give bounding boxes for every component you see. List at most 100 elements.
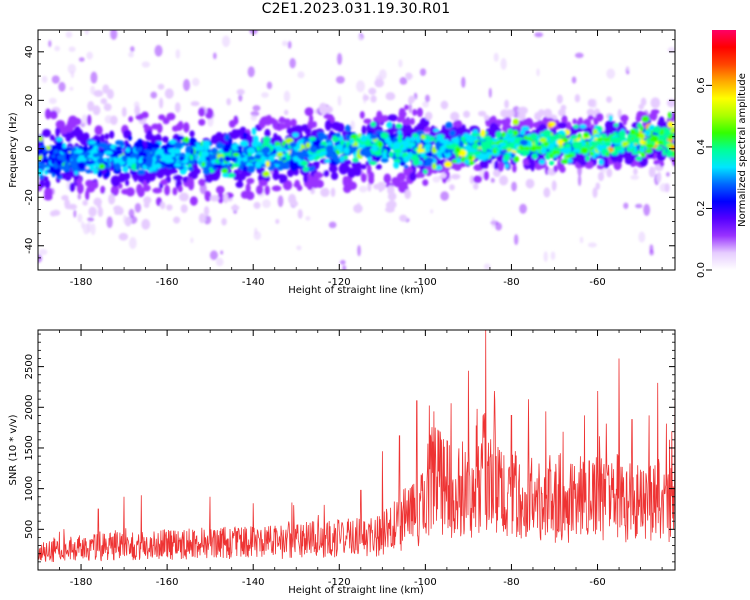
heatmap-cell xyxy=(137,159,143,164)
colorbar-tick-label: 0.6 xyxy=(696,77,707,93)
heatmap-cell xyxy=(69,160,77,166)
heatmap-cell xyxy=(353,204,363,214)
heatmap-cell xyxy=(543,108,552,118)
heatmap-cell xyxy=(387,185,395,195)
heatmap-cell xyxy=(104,133,110,140)
heatmap-cell xyxy=(380,158,389,163)
heatmap-cell xyxy=(155,163,162,169)
heatmap-cell xyxy=(235,106,239,115)
snr-plot-area xyxy=(38,330,675,563)
heatmap-cell xyxy=(395,153,400,158)
x-tick-label: -140 xyxy=(242,277,265,288)
heatmap-cell xyxy=(128,116,134,123)
heatmap-cell xyxy=(315,155,321,160)
x-tick-label: -80 xyxy=(503,577,519,588)
heatmap-cell xyxy=(485,128,491,137)
heatmap-cell xyxy=(143,202,150,209)
heatmap-cell xyxy=(391,123,396,129)
heatmap-cell xyxy=(308,155,315,161)
heatmap-cell xyxy=(512,118,520,126)
heatmap-cell xyxy=(393,148,402,154)
heatmap-cell xyxy=(391,177,400,185)
heatmap-cell xyxy=(142,184,151,192)
heatmap-cell xyxy=(641,115,650,123)
heatmap-cell xyxy=(579,236,584,244)
heatmap-cell xyxy=(49,166,54,174)
heatmap-cell xyxy=(511,129,519,136)
heatmap-cell xyxy=(472,129,478,134)
heatmap-cell xyxy=(374,78,385,88)
heatmap-cell xyxy=(597,171,605,182)
heatmap-cell xyxy=(422,100,429,108)
heatmap-cell xyxy=(504,99,509,109)
heatmap-cell xyxy=(85,189,90,201)
heatmap-cell xyxy=(275,218,280,224)
heatmap-cell xyxy=(324,159,331,163)
heatmap-cell xyxy=(281,40,288,47)
snr-y-axis: 500 1000 1500 2000 2500 xyxy=(24,333,675,571)
heatmap-cell xyxy=(414,156,420,162)
heatmap-cell xyxy=(345,183,351,191)
heatmap-cell xyxy=(399,76,408,85)
heatmap-cell xyxy=(634,203,643,209)
heatmap-cell xyxy=(527,140,532,148)
heatmap-cell xyxy=(78,154,85,161)
heatmap-cell xyxy=(126,162,133,167)
heatmap-cell xyxy=(273,119,279,131)
heatmap-cell xyxy=(519,203,527,214)
heatmap-cell xyxy=(304,107,314,117)
heatmap-cell xyxy=(396,116,403,123)
heatmap-cell xyxy=(106,89,114,100)
heatmap-cell xyxy=(369,133,378,140)
heatmap-cell xyxy=(155,154,162,161)
heatmap-cell xyxy=(335,132,341,138)
heatmap-cell xyxy=(483,263,491,270)
heatmap-cell xyxy=(102,190,110,202)
heatmap-cell xyxy=(269,161,275,166)
x-tick-label: -60 xyxy=(589,577,605,588)
heatmap-cell xyxy=(394,141,401,147)
heatmap-cell xyxy=(198,107,206,117)
heatmap-cell xyxy=(39,180,45,189)
heatmap-cell xyxy=(417,148,425,153)
heatmap-cell xyxy=(570,135,579,140)
heatmap-cell xyxy=(638,231,646,243)
heatmap-cell xyxy=(277,195,284,208)
x-tick-label: -140 xyxy=(242,577,265,588)
heatmap-cell xyxy=(173,216,181,224)
heatmap-cell xyxy=(513,156,520,163)
heatmap-cell xyxy=(237,145,243,150)
heatmap-cell xyxy=(387,140,393,146)
heatmap-cell xyxy=(303,173,308,184)
heatmap-cell xyxy=(151,148,156,156)
x-tick-label: -160 xyxy=(156,577,179,588)
heatmap-cell xyxy=(525,178,535,189)
heatmap-cell xyxy=(596,164,605,170)
heatmap-cell xyxy=(127,135,133,141)
heatmap-cell xyxy=(128,208,135,218)
heatmap-cell xyxy=(420,134,426,140)
heatmap-cell xyxy=(464,144,472,152)
heatmap-cell xyxy=(189,196,198,206)
heatmap-cell xyxy=(311,165,316,171)
heatmap-cell xyxy=(189,130,195,138)
heatmap-cell xyxy=(141,218,151,230)
heatmap-cell xyxy=(163,166,173,177)
heatmap-cell xyxy=(57,154,66,161)
heatmap-cell xyxy=(251,127,257,136)
heatmap-cell xyxy=(408,98,414,105)
heatmap-cell xyxy=(252,105,261,112)
heatmap-cell xyxy=(560,104,567,111)
heatmap-cell xyxy=(483,153,490,157)
heatmap-cell xyxy=(56,137,63,142)
heatmap-cell xyxy=(528,221,534,230)
heatmap-cell xyxy=(62,142,67,150)
heatmap-cell xyxy=(373,183,381,190)
heatmap-cell xyxy=(552,149,557,156)
heatmap-cell xyxy=(585,155,590,162)
heatmap-cell xyxy=(44,187,53,198)
heatmap-cell xyxy=(635,156,642,162)
heatmap-cell xyxy=(605,152,610,157)
heatmap-cell xyxy=(519,139,529,146)
heatmap-cell xyxy=(68,115,78,125)
